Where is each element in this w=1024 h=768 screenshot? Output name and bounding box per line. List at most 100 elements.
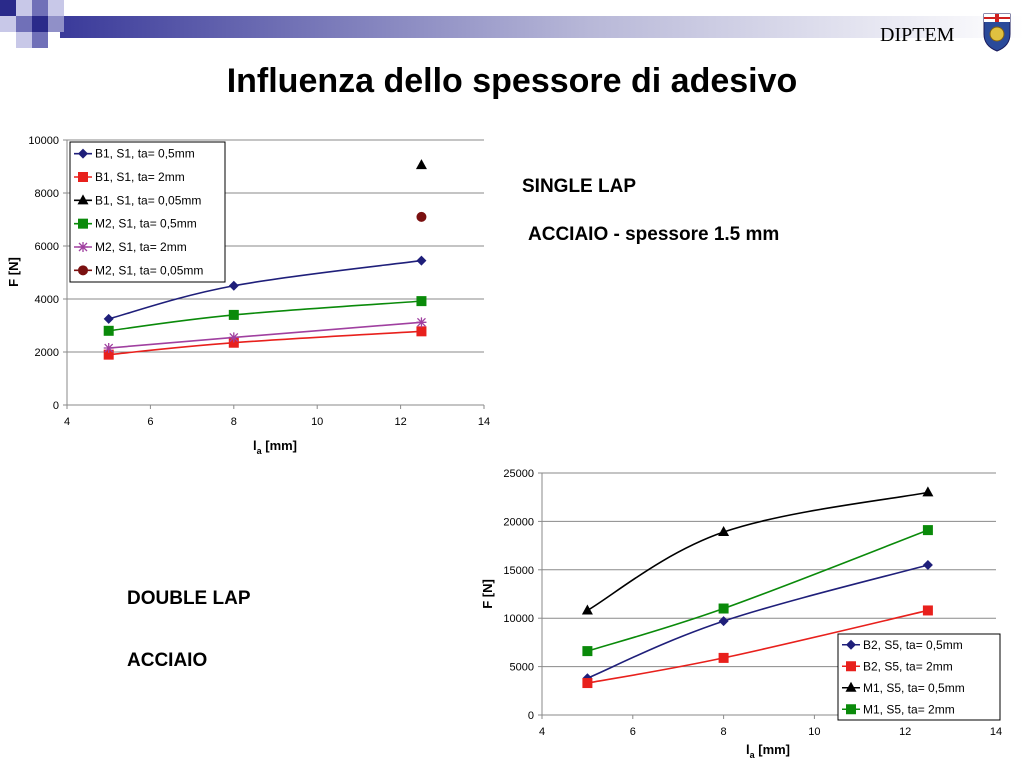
y-tick-label: 6000 bbox=[35, 241, 59, 253]
legend: B2, S5, ta= 0,5mm B2, S5, ta= 2mm M1, S5, … bbox=[837, 633, 1001, 721]
x-tick-label: 8 bbox=[721, 726, 727, 738]
single-lap-label: SINGLE LAP bbox=[522, 176, 637, 197]
series-m1-s5-ta-2mm bbox=[582, 525, 933, 657]
series-m1-s5-ta-0-5mm bbox=[581, 486, 934, 615]
data-point bbox=[718, 652, 729, 663]
x-tick-label: 4 bbox=[64, 416, 70, 428]
data-point bbox=[103, 313, 114, 324]
y-tick-label: 20000 bbox=[503, 516, 534, 528]
data-point bbox=[228, 280, 239, 291]
legend-marker bbox=[845, 681, 857, 692]
data-point bbox=[416, 326, 427, 337]
legend-entry: M2, S1, ta= 2mm bbox=[95, 240, 187, 254]
x-tick-label: 14 bbox=[478, 416, 490, 428]
legend: B1, S1, ta= 0,5mm B1, S1, ta= 2mm B1, S1, … bbox=[69, 141, 226, 283]
series-b1-s1-ta-0-05mm bbox=[415, 159, 427, 170]
data-point bbox=[416, 211, 427, 222]
series-m2-s1-ta-2mm bbox=[103, 317, 427, 354]
legend-entry: B1, S1, ta= 0,05mm bbox=[95, 193, 201, 207]
x-tick-label: 6 bbox=[147, 416, 153, 428]
data-point bbox=[416, 255, 427, 266]
series-line bbox=[587, 609, 929, 684]
y-tick-label: 25000 bbox=[503, 468, 534, 480]
data-point bbox=[582, 646, 593, 657]
legend-entry: M1, S5, ta= 2mm bbox=[863, 702, 955, 716]
legend-marker bbox=[77, 194, 89, 205]
data-point bbox=[416, 296, 427, 307]
x-axis-label: la [mm] bbox=[746, 742, 790, 760]
legend-marker bbox=[846, 661, 856, 672]
legend-marker bbox=[78, 172, 88, 182]
y-tick-label: 0 bbox=[528, 710, 534, 722]
page-title: Influenza dello spessore di adesivo bbox=[226, 62, 798, 100]
legend-entry: M2, S1, ta= 0,05mm bbox=[95, 263, 203, 277]
legend-entry: B2, S5, ta= 2mm bbox=[863, 659, 953, 673]
data-point bbox=[228, 309, 239, 320]
x-tick-label: 4 bbox=[539, 726, 545, 738]
double-lap-label: DOUBLE LAP bbox=[127, 588, 251, 609]
series-b2-s5-ta-2mm bbox=[582, 605, 933, 689]
legend-marker bbox=[846, 704, 856, 715]
data-point bbox=[228, 332, 239, 343]
institution-logo-text: DIPTEM bbox=[880, 24, 955, 46]
data-point bbox=[718, 603, 729, 614]
data-point bbox=[103, 349, 114, 360]
legend-box bbox=[837, 633, 1001, 721]
x-tick-label: 6 bbox=[630, 726, 636, 738]
x-tick-label: 10 bbox=[311, 416, 323, 428]
data-point bbox=[228, 337, 239, 348]
data-point bbox=[415, 159, 427, 170]
data-point bbox=[103, 325, 114, 336]
y-tick-label: 10000 bbox=[28, 135, 59, 147]
y-axis-label: F [N] bbox=[6, 257, 21, 287]
y-tick-label: 4000 bbox=[35, 294, 59, 306]
single-lap-chart: 0 2000 4000 6000 8000 10000 4 6 8 10 12 14 la [mm] F … bbox=[6, 135, 490, 456]
y-tick-label: 8000 bbox=[35, 188, 59, 200]
data-point bbox=[582, 678, 593, 689]
data-point bbox=[581, 604, 593, 615]
legend-marker bbox=[78, 265, 88, 276]
data-point bbox=[922, 525, 933, 536]
data-point bbox=[922, 559, 933, 570]
series-line bbox=[587, 529, 929, 652]
series-line bbox=[108, 321, 422, 349]
double-lap-chart: 0 5000 10000 15000 20000 25000 4 6 8 10 12 14 la [mm… bbox=[480, 468, 1002, 760]
data-point bbox=[718, 526, 730, 537]
double-lap-material-label: ACCIAIO bbox=[127, 650, 208, 671]
y-axis-label: F [N] bbox=[480, 579, 495, 609]
y-tick-label: 0 bbox=[53, 400, 59, 412]
x-tick-label: 10 bbox=[808, 726, 820, 738]
x-tick-label: 12 bbox=[899, 726, 911, 738]
y-tick-label: 5000 bbox=[510, 662, 534, 674]
legend-entry: B1, S1, ta= 2mm bbox=[95, 170, 185, 184]
legend-entry: M1, S5, ta= 0,5mm bbox=[863, 681, 965, 695]
data-point bbox=[922, 486, 934, 497]
x-axis-label: la [mm] bbox=[253, 438, 297, 456]
x-tick-label: 8 bbox=[231, 416, 237, 428]
data-point bbox=[416, 317, 427, 328]
series-b1-s1-ta-0-5mm bbox=[103, 255, 427, 324]
y-tick-label: 10000 bbox=[503, 613, 534, 625]
legend-marker bbox=[78, 218, 88, 229]
legend-marker bbox=[78, 242, 88, 252]
legend-entry: B1, S1, ta= 0,5mm bbox=[95, 147, 195, 161]
data-point bbox=[922, 605, 933, 616]
data-point bbox=[103, 343, 114, 354]
x-tick-label: 12 bbox=[394, 416, 406, 428]
series-b1-s1-ta-2mm bbox=[103, 326, 427, 360]
legend-box bbox=[69, 141, 226, 283]
header-gradient-band bbox=[0, 0, 1024, 48]
series-m2-s1-ta-0-05mm bbox=[416, 211, 427, 222]
legend-marker bbox=[78, 148, 88, 159]
legend-entry: M2, S1, ta= 0,5mm bbox=[95, 217, 197, 231]
university-crest-icon bbox=[983, 13, 1011, 52]
legend-marker bbox=[846, 639, 856, 650]
series-line bbox=[587, 491, 929, 612]
y-tick-label: 2000 bbox=[35, 347, 59, 359]
legend-entry: B2, S5, ta= 0,5mm bbox=[863, 638, 963, 652]
x-tick-label: 14 bbox=[990, 726, 1002, 738]
single-lap-material-label: ACCIAIO - spessore 1.5 mm bbox=[528, 224, 780, 245]
y-tick-label: 15000 bbox=[503, 565, 534, 577]
series-m2-s1-ta-0-5mm bbox=[103, 296, 427, 336]
data-point bbox=[718, 616, 729, 627]
